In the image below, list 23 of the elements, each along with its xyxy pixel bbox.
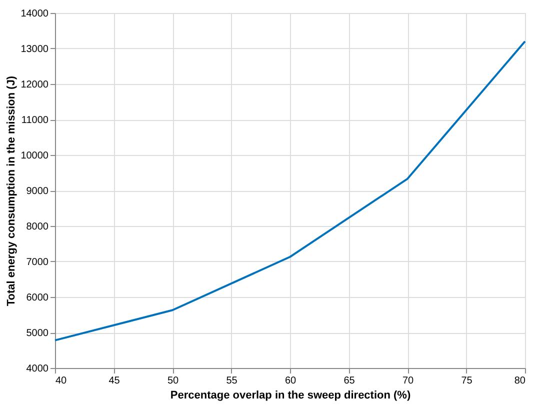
line-series [54, 40, 526, 342]
x-tick-label: 60 [284, 376, 296, 386]
y-tick-label: 11000 [21, 115, 49, 126]
y-tick-label: 13000 [20, 44, 49, 55]
y-tick-label: 6000 [26, 292, 49, 304]
x-tick-label: 75 [461, 376, 473, 386]
y-tick-label: 12000 [20, 80, 49, 90]
x-tick-label: 70 [402, 376, 414, 386]
x-tick-label: 65 [344, 376, 356, 386]
y-axis-title: Total energy consumption in the mission (J) [6, 76, 18, 306]
y-tick-label: 4000 [26, 364, 49, 374]
y-tick-label: 9000 [26, 186, 49, 197]
x-tick-label: 55 [226, 376, 238, 386]
x-tick-label: 45 [108, 376, 120, 386]
y-tick-label: 8000 [26, 222, 49, 232]
x-tick-label: 50 [167, 376, 179, 386]
y-tick-label: 7000 [26, 257, 49, 268]
x-tick-label: 80 [514, 376, 526, 386]
y-tick-label: 10000 [20, 150, 49, 162]
y-tick-label: 14000 [20, 8, 49, 20]
y-tick-label: 5000 [26, 328, 49, 339]
x-tick-label: 40 [56, 376, 68, 386]
x-axis-title: Percentage overlap in the sweep direction (%) [170, 390, 411, 402]
